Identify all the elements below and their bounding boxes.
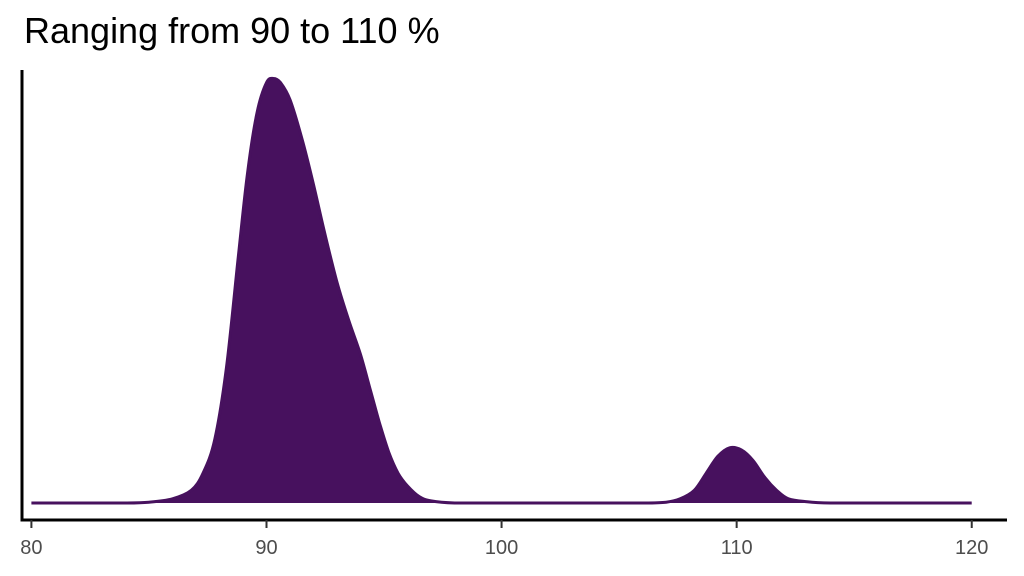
area-layer (31, 76, 972, 505)
x-axis-ticks: 80 90 100 110 120 (20, 520, 988, 559)
x-tick-label: 110 (721, 537, 753, 559)
density-line (31, 76, 972, 505)
x-tick-label: 120 (955, 537, 988, 559)
chart-title: Ranging from 90 to 110 % (24, 10, 440, 51)
x-tick-label: 90 (255, 537, 277, 559)
x-tick-label: 100 (485, 537, 518, 559)
x-tick-label: 80 (20, 537, 42, 559)
density-area (31, 78, 972, 503)
